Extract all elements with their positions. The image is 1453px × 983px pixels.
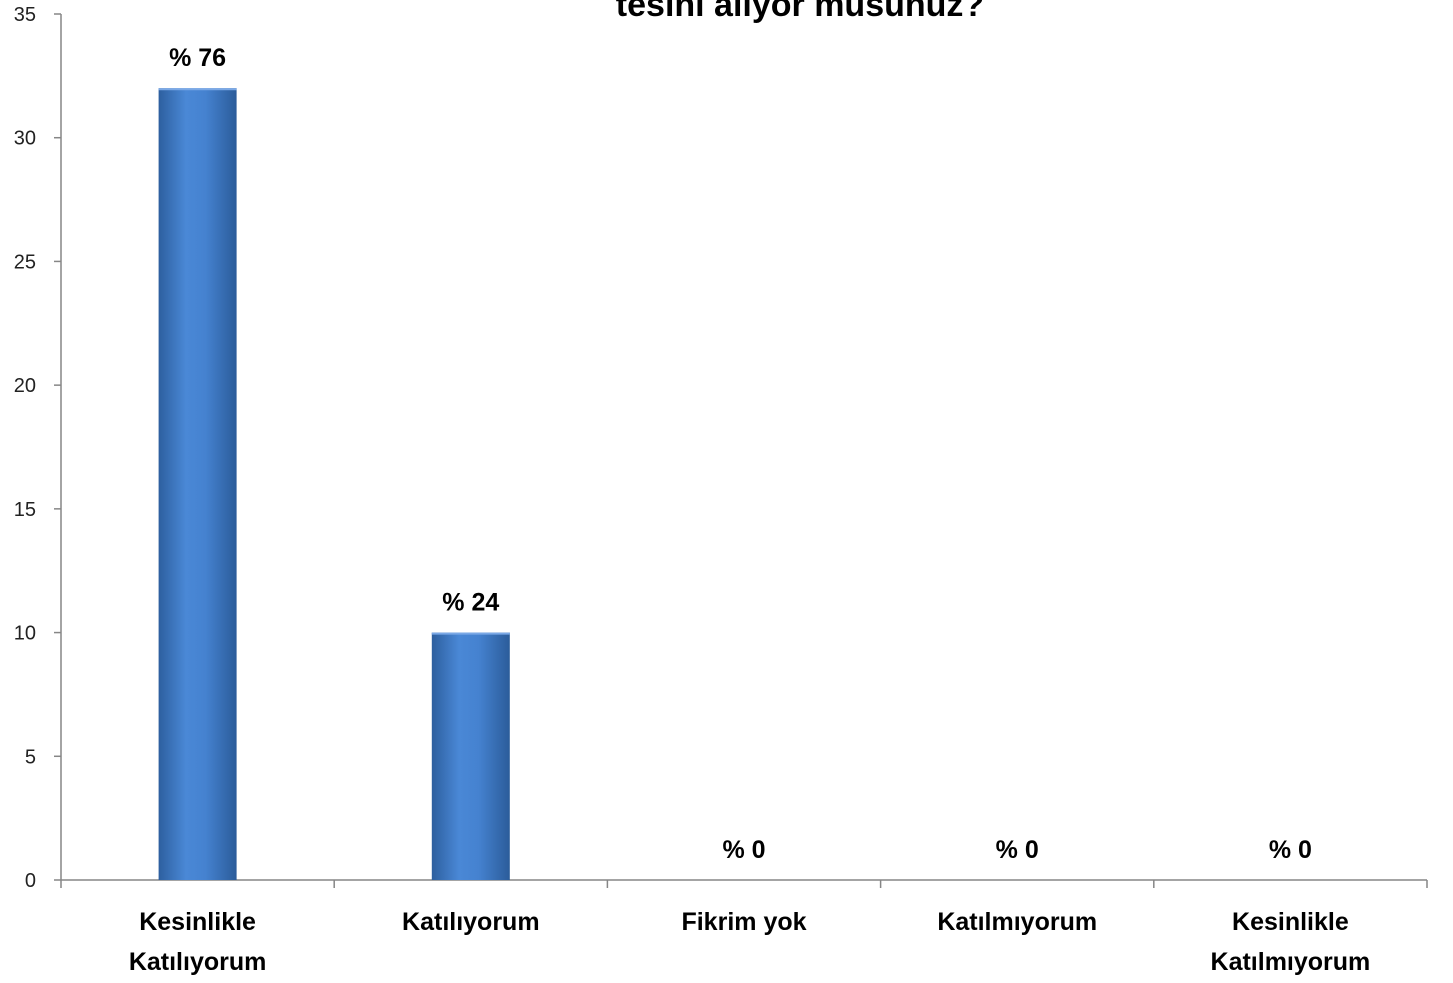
y-tick-label: 35 bbox=[14, 4, 36, 26]
x-category-label: Kesinlikle bbox=[139, 908, 256, 936]
y-tick-label: 10 bbox=[14, 623, 36, 645]
data-label: % 0 bbox=[722, 836, 765, 864]
bar bbox=[158, 88, 237, 880]
data-label: % 24 bbox=[442, 589, 499, 617]
y-tick-label: 30 bbox=[14, 128, 36, 150]
bar bbox=[431, 632, 510, 880]
x-category-label: Katılıyorum bbox=[402, 908, 540, 936]
labels: 0 5 10 15 20 25 30 35 % 76 Kesinlikle Katılıyorum%… bbox=[14, 4, 1371, 976]
chart-title: tesini alıyor musunuz? bbox=[616, 0, 984, 24]
bars bbox=[158, 88, 510, 880]
x-category-label: Katılmıyorum bbox=[937, 908, 1097, 936]
x-category-label: Katılıyorum bbox=[129, 948, 267, 976]
y-tick-label: 25 bbox=[14, 251, 36, 273]
data-label: % 0 bbox=[1269, 836, 1312, 864]
x-category-label: Fikrim yok bbox=[681, 908, 806, 936]
axes bbox=[54, 13, 1428, 888]
x-category-label: Kesinlikle bbox=[1232, 908, 1349, 936]
y-tick-label: 0 bbox=[25, 870, 36, 892]
data-label: % 76 bbox=[169, 44, 226, 72]
y-tick-label: 20 bbox=[14, 375, 36, 397]
x-category-label: Katılmıyorum bbox=[1211, 948, 1371, 976]
y-tick-label: 5 bbox=[25, 746, 36, 768]
y-tick-label: 15 bbox=[14, 499, 36, 521]
data-label: % 0 bbox=[996, 836, 1039, 864]
